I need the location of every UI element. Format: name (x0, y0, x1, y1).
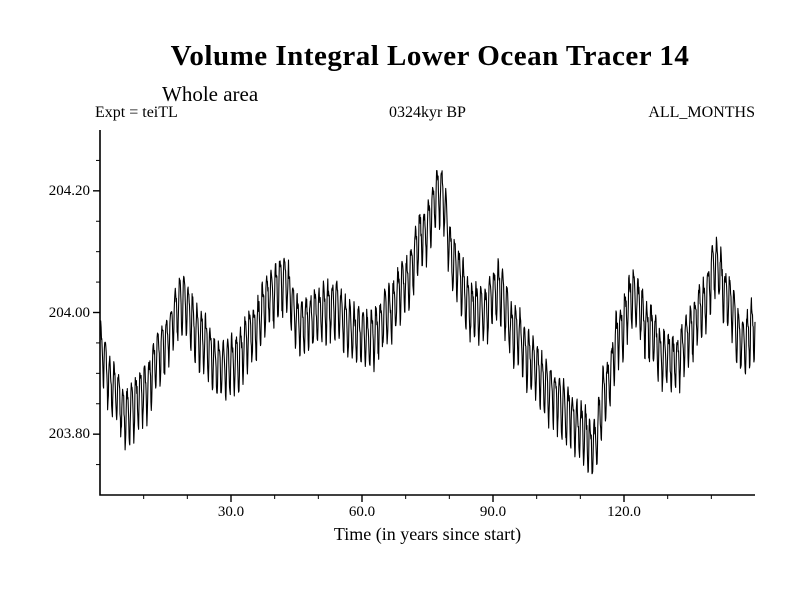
x-tick-label: 60.0 (348, 504, 376, 520)
y-tick-label: 204.00 (48, 304, 90, 321)
experiment-label: Expt = teiTL (95, 104, 178, 121)
time-period-label: 0324kyr BP (389, 104, 466, 121)
x-tick-label: 120.0 (607, 504, 641, 520)
y-tick-label: 203.80 (48, 426, 90, 443)
axes-frame (99, 130, 755, 496)
x-axis-label: Time (in years since start) (333, 524, 522, 544)
y-tick-label: 204.20 (48, 182, 90, 199)
x-tick-label: 30.0 (217, 504, 245, 520)
tracer-series-line (99, 170, 756, 475)
x-tick-label: 90.0 (479, 504, 507, 520)
months-label: ALL_MONTHS (648, 104, 755, 121)
chart-subtitle: Whole area (162, 82, 259, 106)
chart-title: Volume Integral Lower Ocean Tracer 14 (170, 40, 690, 72)
